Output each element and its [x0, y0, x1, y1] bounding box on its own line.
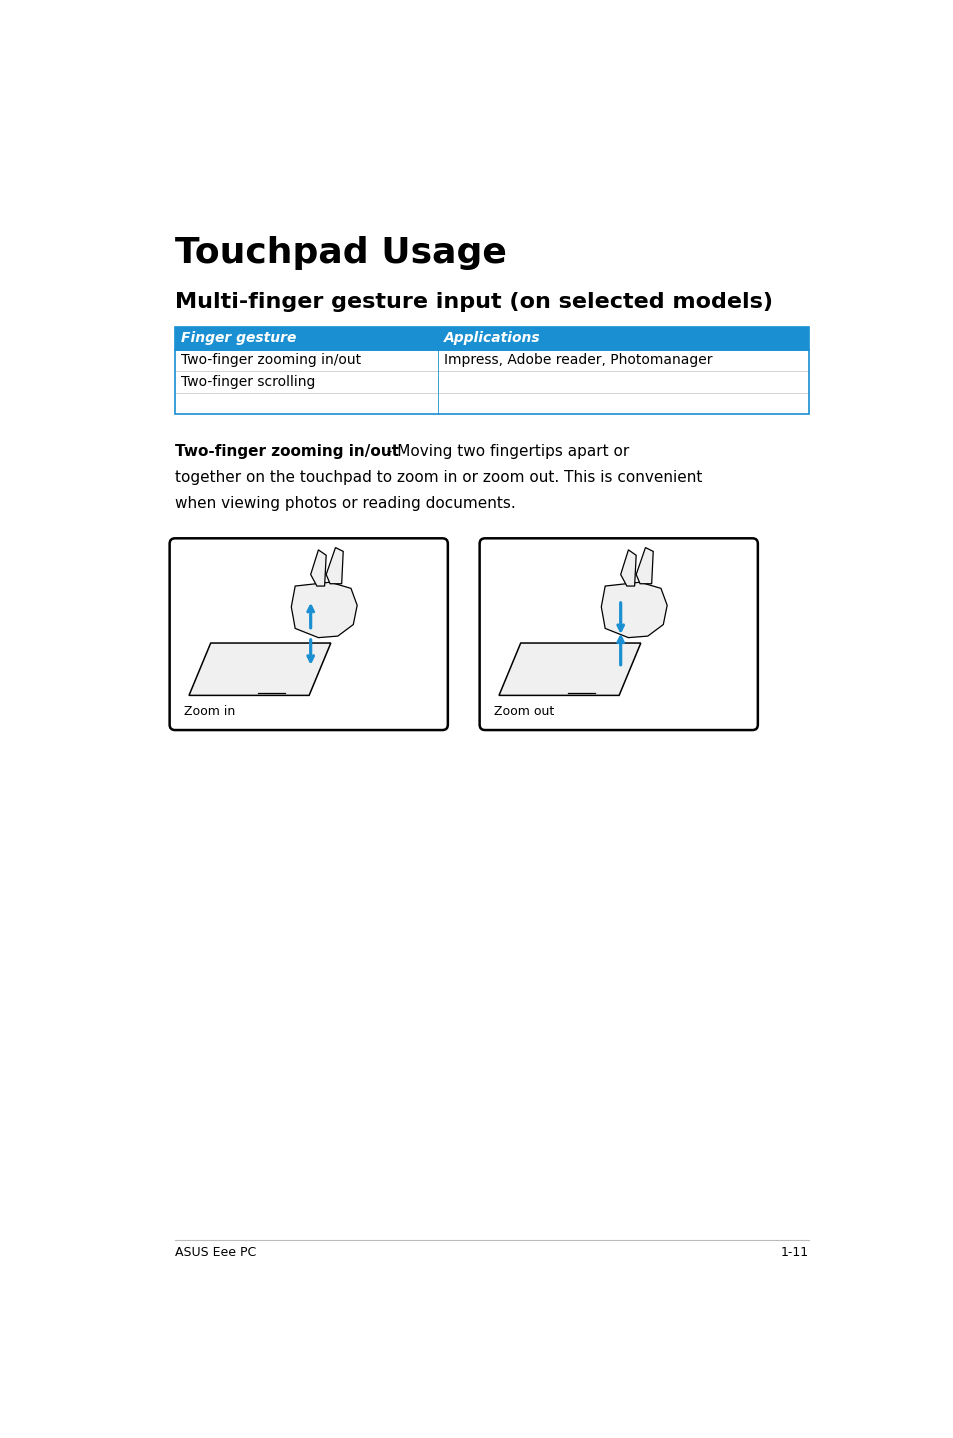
Text: Two-finger zooming in/out: Two-finger zooming in/out	[181, 354, 361, 368]
Bar	[174, 326, 808, 349]
FancyBboxPatch shape	[479, 538, 757, 731]
Bar	[174, 349, 808, 414]
Text: ASUS Eee PC: ASUS Eee PC	[174, 1245, 256, 1258]
Text: Multi-finger gesture input (on selected models): Multi-finger gesture input (on selected …	[174, 292, 772, 312]
Polygon shape	[636, 548, 653, 584]
FancyBboxPatch shape	[170, 538, 447, 731]
Polygon shape	[291, 582, 356, 637]
Text: Zoom in: Zoom in	[184, 705, 235, 718]
Text: Applications: Applications	[444, 331, 540, 345]
Text: Two-finger scrolling: Two-finger scrolling	[181, 375, 315, 390]
Polygon shape	[311, 549, 326, 587]
Text: Impress, Adobe reader, Photomanager: Impress, Adobe reader, Photomanager	[444, 354, 712, 368]
Polygon shape	[600, 582, 666, 637]
Polygon shape	[189, 643, 331, 696]
Polygon shape	[620, 549, 636, 587]
Text: together on the touchpad to zoom in or zoom out. This is convenient: together on the touchpad to zoom in or z…	[174, 470, 701, 485]
Text: when viewing photos or reading documents.: when viewing photos or reading documents…	[174, 496, 516, 510]
Text: Touchpad Usage: Touchpad Usage	[174, 236, 506, 270]
Bar	[174, 326, 808, 349]
Text: Two-finger zooming in/out: Two-finger zooming in/out	[174, 443, 398, 459]
Text: - Moving two fingertips apart or: - Moving two fingertips apart or	[382, 443, 629, 459]
Polygon shape	[498, 643, 640, 696]
Polygon shape	[326, 548, 343, 584]
Text: Zoom out: Zoom out	[494, 705, 554, 718]
Text: Finger gesture: Finger gesture	[181, 331, 296, 345]
Text: 1-11: 1-11	[781, 1245, 808, 1258]
